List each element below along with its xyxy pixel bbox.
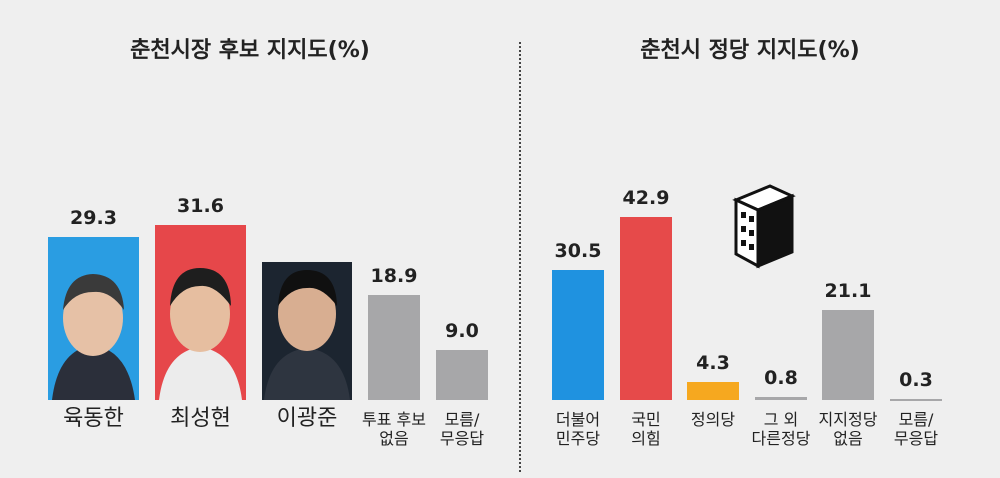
photo [159,268,242,400]
divider [519,42,521,472]
category-label: 육동한 [63,406,124,431]
category-label: 모름/ 무응답 [893,410,939,449]
photo [52,274,135,400]
value-label: 0.8 [764,366,798,389]
bar [822,310,874,400]
value-label: 31.6 [177,194,224,217]
category-label: 이광준 [276,406,338,431]
bar [687,381,739,400]
bar [368,295,420,400]
category-label: 투표 후보 없음 [362,410,426,449]
chart-title: 춘천시장 후보 지지도(%) [130,38,370,63]
value-label: 4.3 [696,351,730,374]
value-label: 0.3 [899,368,933,391]
category-label: 모름/ 무응답 [439,410,485,449]
value-label: 21.1 [824,280,872,303]
value-label: 18.9 [370,265,418,288]
value-label: 9.0 [445,320,479,343]
chart-title: 춘천시 정당 지지도(%) [640,38,860,63]
value-label: 42.9 [622,187,670,210]
category-label: 정의당 [690,410,736,429]
category-label: 더불어 민주당 [555,410,601,449]
photo [262,262,352,400]
value-label: 30.5 [554,240,602,263]
bar [620,217,672,400]
category-label: 지지정당 없음 [818,410,878,449]
building-icon [732,184,796,269]
bar [755,396,807,400]
bar [890,398,942,401]
category-label: 최성현 [170,406,231,431]
value-label: 29.3 [70,207,117,230]
bar [552,270,604,400]
bar [436,350,488,400]
category-label: 그 외 다른정당 [751,410,811,449]
category-label: 국민 의힘 [631,410,661,449]
